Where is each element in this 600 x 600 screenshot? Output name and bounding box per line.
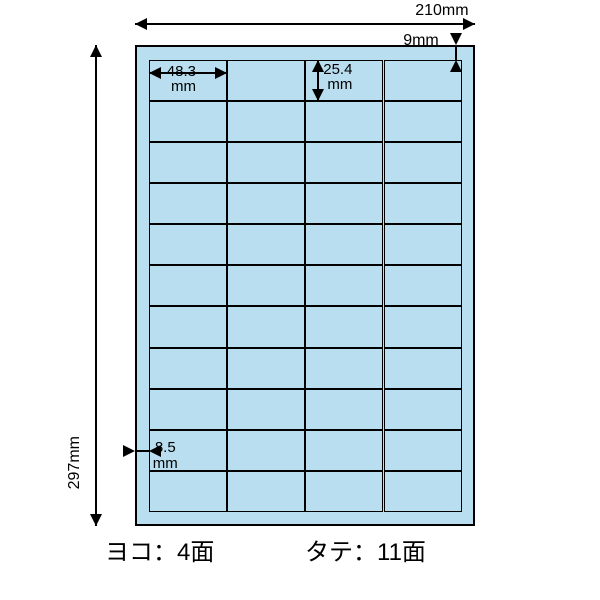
- dim-top-margin-label: 9mm: [403, 33, 439, 50]
- diagram-stage: 210mm 297mm 9mm 48.3 mm 25.4 mm 8.5 mm ヨ…: [0, 0, 600, 600]
- label-cell: [227, 471, 305, 512]
- label-cell: [149, 224, 227, 265]
- label-cell: [149, 430, 227, 471]
- label-cell: [384, 101, 462, 142]
- label-cell: [384, 348, 462, 389]
- label-cell: [149, 306, 227, 347]
- label-cell: [227, 389, 305, 430]
- label-cell: [149, 183, 227, 224]
- label-cell: [227, 348, 305, 389]
- dim-height-line: [95, 45, 97, 526]
- dim-height-arrow-up: [90, 45, 102, 57]
- label-cell: [149, 389, 227, 430]
- label-cell: [305, 183, 383, 224]
- label-cell: [227, 306, 305, 347]
- label-cell: [305, 224, 383, 265]
- label-cell: [149, 60, 227, 101]
- label-cell: [305, 101, 383, 142]
- label-cell: [305, 60, 383, 101]
- footer-cols-label: ヨコ：4面: [105, 540, 214, 565]
- label-cell: [227, 224, 305, 265]
- dim-height-arrow-down: [90, 514, 102, 526]
- label-cell: [305, 430, 383, 471]
- dim-width-arrow-right: [463, 18, 475, 30]
- label-cell: [149, 142, 227, 183]
- label-cell: [384, 471, 462, 512]
- label-cell: [305, 389, 383, 430]
- label-cell: [384, 430, 462, 471]
- label-cell: [227, 60, 305, 101]
- dim-width-label: 210mm: [415, 3, 468, 20]
- label-cell: [384, 265, 462, 306]
- label-cell: [384, 306, 462, 347]
- label-cell: [305, 142, 383, 183]
- footer-rows-label: タテ：11面: [305, 540, 426, 565]
- dim-height-label: 297mm: [67, 436, 84, 489]
- label-cell: [305, 471, 383, 512]
- dim-width-arrow-left: [135, 18, 147, 30]
- label-cell: [305, 265, 383, 306]
- label-cell: [384, 389, 462, 430]
- label-cell: [149, 265, 227, 306]
- label-cell: [149, 348, 227, 389]
- label-cell: [227, 101, 305, 142]
- dim-left-margin-arrow-right: [123, 445, 135, 457]
- label-cell: [384, 142, 462, 183]
- label-cell: [227, 430, 305, 471]
- label-cell: [384, 183, 462, 224]
- label-cell: [149, 101, 227, 142]
- label-cell: [384, 60, 462, 101]
- label-cell: [305, 306, 383, 347]
- label-cell: [227, 265, 305, 306]
- label-cell: [227, 183, 305, 224]
- dim-left-margin-line: [135, 450, 149, 452]
- label-cell: [149, 471, 227, 512]
- dim-width-line: [135, 23, 475, 25]
- label-cell: [227, 142, 305, 183]
- label-cell: [305, 348, 383, 389]
- dim-top-margin-arrow-down: [450, 33, 462, 45]
- dim-top-margin-line: [455, 45, 457, 60]
- label-cell: [384, 224, 462, 265]
